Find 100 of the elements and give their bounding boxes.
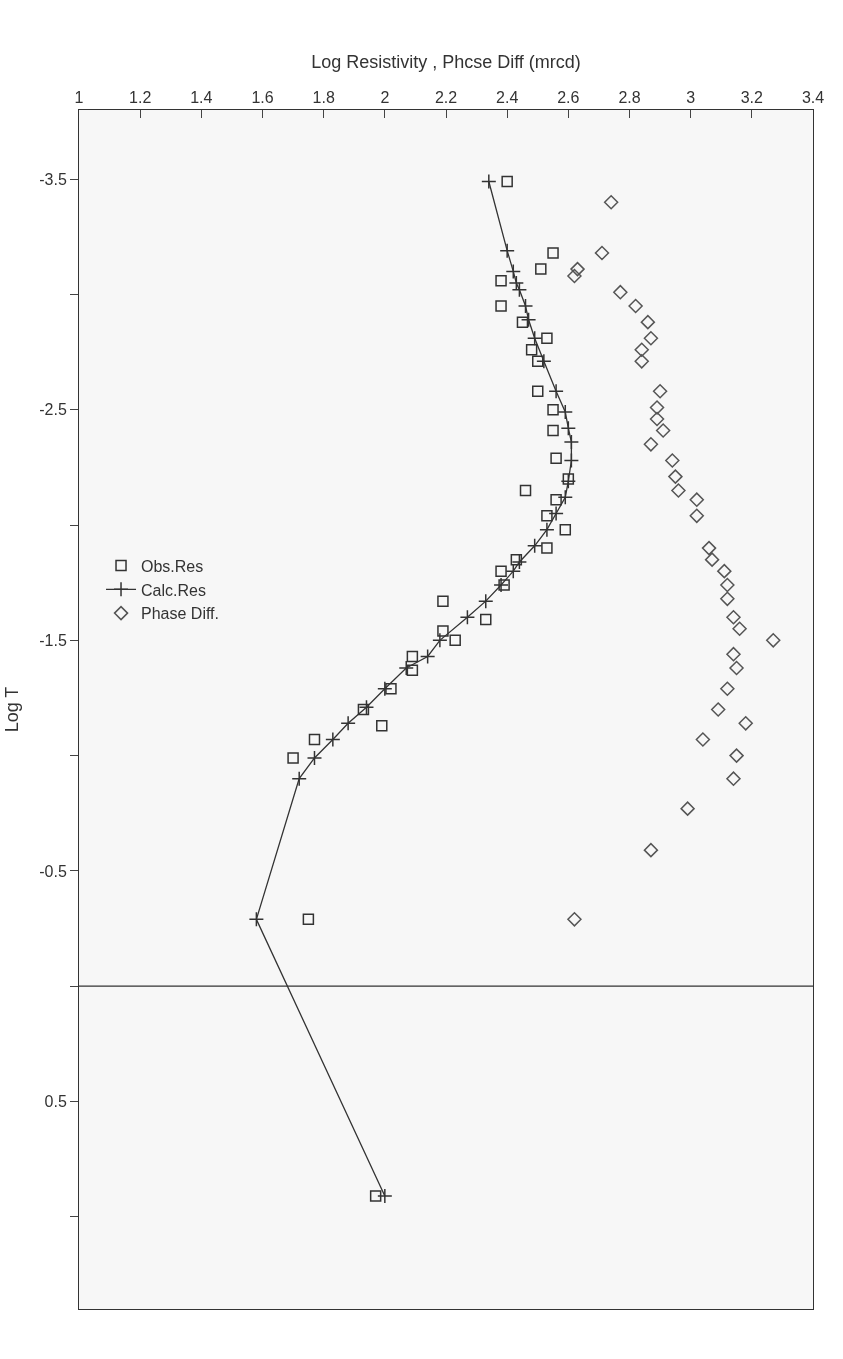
point bbox=[501, 175, 513, 188]
point bbox=[729, 748, 744, 763]
legend-label: Obs.Res bbox=[141, 557, 204, 575]
point bbox=[738, 716, 753, 731]
x-tick-label: 1.6 bbox=[251, 88, 274, 106]
point bbox=[643, 437, 659, 452]
point bbox=[519, 484, 532, 497]
point bbox=[689, 508, 705, 524]
point bbox=[358, 699, 375, 715]
x-tick-label: 3.2 bbox=[740, 88, 764, 106]
point bbox=[550, 493, 562, 506]
point bbox=[495, 565, 507, 577]
point bbox=[505, 263, 522, 280]
point bbox=[655, 423, 671, 438]
point bbox=[419, 648, 436, 665]
point bbox=[695, 732, 711, 747]
point bbox=[547, 404, 559, 416]
point bbox=[559, 523, 572, 536]
point bbox=[567, 912, 582, 927]
point bbox=[459, 609, 476, 626]
point bbox=[325, 731, 341, 748]
x-tick-label: 2.2 bbox=[434, 88, 458, 106]
x-tick-label: 1 bbox=[74, 88, 84, 106]
point bbox=[480, 613, 492, 626]
point bbox=[732, 621, 747, 637]
point bbox=[511, 282, 528, 298]
y-tick-label: -0.5 bbox=[39, 862, 67, 880]
x-tick-label: 1.2 bbox=[129, 88, 152, 106]
point bbox=[701, 540, 717, 556]
point bbox=[432, 632, 448, 649]
point bbox=[570, 261, 585, 277]
point bbox=[478, 593, 494, 609]
point bbox=[729, 660, 744, 676]
point bbox=[548, 505, 564, 522]
point bbox=[634, 342, 649, 358]
point bbox=[291, 770, 307, 787]
point bbox=[357, 703, 370, 716]
point bbox=[526, 538, 543, 554]
point bbox=[726, 646, 741, 662]
point bbox=[649, 411, 665, 427]
point bbox=[306, 750, 323, 766]
point bbox=[499, 242, 515, 259]
point bbox=[640, 314, 656, 330]
point bbox=[720, 681, 735, 696]
point bbox=[680, 801, 695, 816]
point bbox=[248, 911, 265, 928]
point bbox=[547, 247, 559, 259]
x-tick-label: 2 bbox=[380, 88, 390, 106]
point bbox=[340, 715, 356, 732]
point bbox=[689, 492, 705, 507]
point bbox=[710, 702, 726, 717]
point bbox=[517, 298, 534, 314]
point bbox=[668, 469, 683, 484]
point bbox=[717, 563, 732, 579]
point bbox=[505, 563, 522, 579]
y-tick-label: -2.5 bbox=[39, 401, 67, 419]
point bbox=[557, 404, 574, 420]
y-tick-label: -3.5 bbox=[39, 170, 67, 188]
point bbox=[563, 434, 580, 450]
point bbox=[385, 683, 397, 695]
x-axis-title: Log Resistivity , Phcse Diff (mrcd) bbox=[311, 51, 581, 72]
point bbox=[498, 579, 510, 591]
point bbox=[377, 1188, 393, 1204]
point bbox=[526, 330, 543, 347]
point bbox=[541, 332, 553, 345]
point bbox=[541, 542, 553, 554]
point bbox=[532, 385, 544, 398]
x-tick-label: 1.4 bbox=[190, 88, 213, 106]
point bbox=[302, 913, 315, 926]
point bbox=[643, 331, 659, 346]
point bbox=[437, 595, 449, 607]
point bbox=[563, 452, 580, 469]
legend-label: Phase Diff. bbox=[141, 605, 219, 623]
point bbox=[726, 610, 741, 625]
y-tick-label: 0.5 bbox=[44, 1093, 67, 1111]
x-tick-label: 3 bbox=[686, 88, 696, 106]
point bbox=[493, 577, 509, 593]
point bbox=[613, 284, 628, 300]
point bbox=[369, 1190, 382, 1202]
y-axis-title: Log T bbox=[2, 686, 23, 733]
point bbox=[720, 591, 735, 607]
x-tick-label: 2.6 bbox=[557, 88, 580, 106]
point bbox=[720, 577, 735, 593]
point bbox=[557, 489, 574, 506]
point bbox=[449, 634, 461, 647]
x-tick-label: 2.4 bbox=[496, 88, 519, 106]
point bbox=[437, 625, 449, 637]
point bbox=[562, 473, 575, 485]
point bbox=[643, 842, 659, 858]
point bbox=[634, 354, 649, 369]
point bbox=[547, 424, 559, 437]
point bbox=[510, 553, 523, 566]
point bbox=[560, 420, 577, 436]
point bbox=[495, 274, 507, 287]
x-tick-label: 2.8 bbox=[618, 88, 641, 106]
point bbox=[671, 483, 686, 498]
point bbox=[535, 263, 547, 275]
point bbox=[594, 245, 610, 261]
point bbox=[649, 400, 665, 415]
point bbox=[406, 650, 419, 663]
